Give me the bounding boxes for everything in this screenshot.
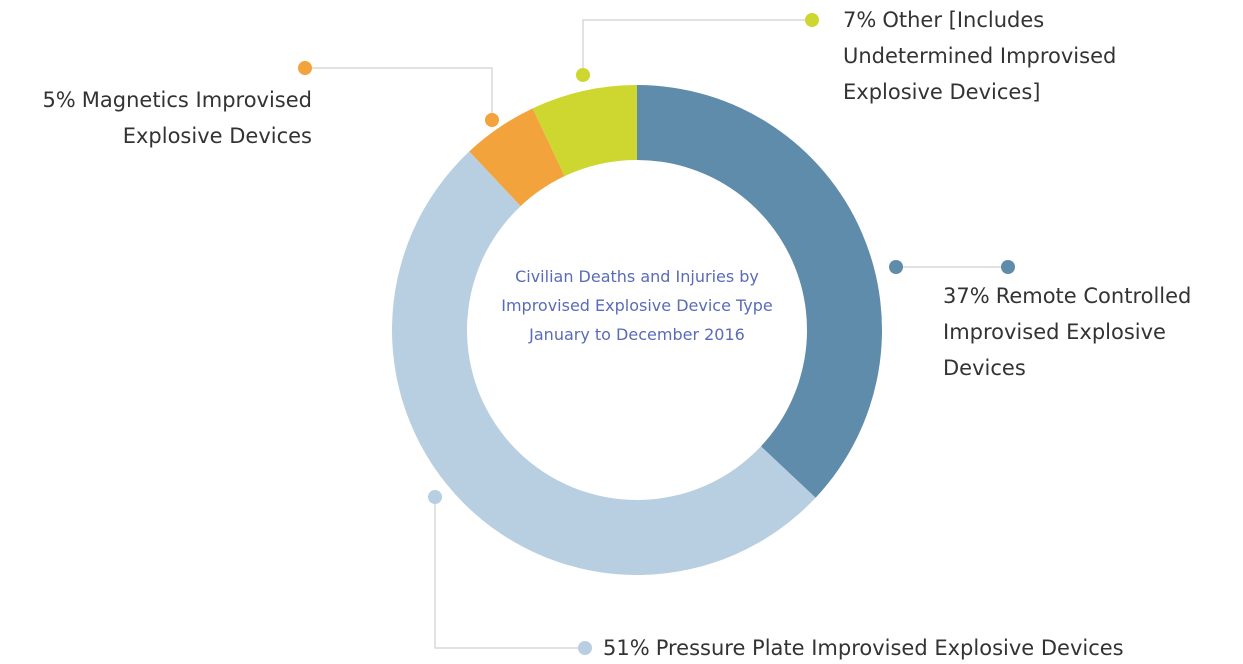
leader-dot	[578, 641, 592, 655]
leader-dot	[485, 113, 499, 127]
leader-dot	[576, 68, 590, 82]
value-label: 37%	[943, 284, 990, 308]
leader-dot	[1001, 260, 1015, 274]
donut-slice	[637, 85, 882, 498]
chart-title: Civilian Deaths and Injuries by Improvis…	[501, 267, 773, 344]
donut-slice	[469, 108, 565, 207]
category-label: Other [Includes Undetermined Improvised …	[843, 8, 1117, 104]
leader-line	[305, 67, 493, 120]
value-label: 7%	[843, 8, 877, 32]
slice-label: 37% Remote Controlled Improvised Explosiv…	[943, 278, 1233, 386]
slice-label: 7% Other [Includes Undetermined Improvise…	[843, 2, 1173, 110]
leader-line	[582, 19, 812, 75]
slice-label: 5% Magnetics Improvised Explosive Devices	[0, 82, 312, 154]
leader-dot	[298, 61, 312, 75]
leader-line	[434, 497, 585, 649]
slice-label: 51% Pressure Plate Improvised Explosive D…	[603, 630, 1223, 664]
leader-dot	[805, 13, 819, 27]
value-label: 5%	[42, 88, 76, 112]
category-label: Pressure Plate Improvised Explosive Devi…	[655, 636, 1124, 660]
category-label: Remote Controlled Improvised Explosive D…	[943, 284, 1192, 380]
value-label: 51%	[603, 636, 650, 660]
leader-dot	[889, 260, 903, 274]
category-label: Magnetics Improvised Explosive Devices	[81, 88, 312, 148]
leader-dot	[428, 490, 442, 504]
donut-slice	[532, 85, 637, 177]
donut-slice	[391, 151, 816, 576]
